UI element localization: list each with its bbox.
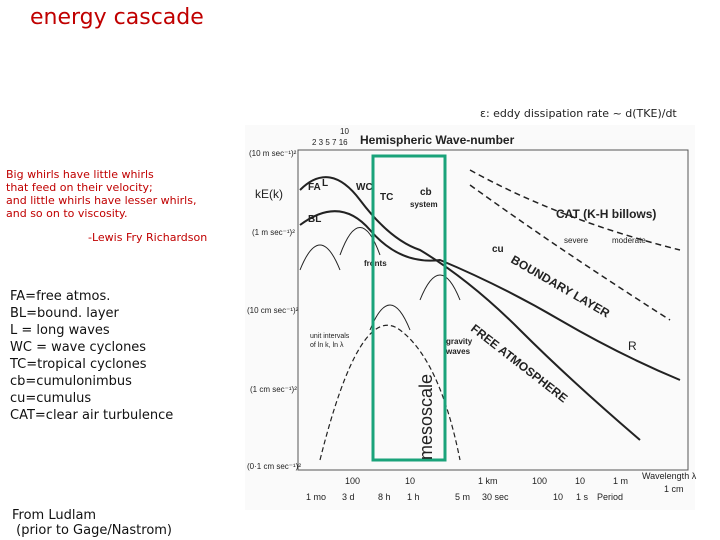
legend-line: L = long waves — [10, 323, 110, 338]
y-label: (0·1 cm sec⁻¹)² — [247, 462, 301, 471]
period-label: 1 s — [576, 492, 589, 502]
quote-line: that feed on their velocity; — [6, 181, 153, 194]
curve-label: BL — [308, 214, 321, 225]
curve-label: FA — [308, 182, 321, 193]
legend-line: cb=cumulonimbus — [10, 374, 132, 389]
wavelength-label: 100 — [345, 476, 360, 486]
quote-line: -Lewis Fry Richardson — [88, 231, 207, 244]
curve-label: gravity — [446, 337, 473, 346]
period-label: 30 sec — [482, 492, 509, 502]
wavelength-label: 10 — [575, 476, 585, 486]
curve-label: L — [322, 178, 328, 189]
y-label: (1 cm sec⁻¹)² — [250, 385, 297, 394]
cat-curve — [469, 169, 681, 251]
curve-label: severe — [564, 236, 589, 245]
wavenumber: 10 — [340, 127, 349, 136]
figure-background — [245, 125, 695, 510]
curve-label: moderate — [612, 236, 646, 245]
legend-line: WC = wave cyclones — [10, 340, 146, 355]
legend-line: cu=cumulus — [10, 391, 91, 406]
curve-label: cb — [420, 187, 432, 198]
period-label: 1 h — [407, 492, 420, 502]
legend-line: TC=tropical cyclones — [9, 357, 147, 372]
slide-title: energy cascade — [30, 5, 204, 30]
period-label: 1 mo — [306, 492, 326, 502]
figure-title: Hemispheric Wave-number — [360, 133, 515, 147]
source: From Ludlam (prior to Gage/Nastrom) — [12, 508, 172, 538]
curve-label: unit intervals — [310, 333, 350, 340]
legend-line: CAT=clear air turbulence — [10, 408, 173, 423]
source-line: (prior to Gage/Nastrom) — [12, 523, 172, 538]
curve-label: cu — [492, 244, 504, 255]
period-label: 8 h — [378, 492, 391, 502]
note: ε: eddy dissipation rate ~ d(TKE)/dt — [480, 107, 677, 120]
y-label: (1 m sec⁻¹)² — [252, 228, 295, 237]
curve-label: TC — [380, 192, 393, 203]
curve-label: WC — [356, 182, 373, 193]
wavelength-label: 1 km — [478, 476, 498, 486]
wavelength-label: 100 — [532, 476, 547, 486]
wavelength-label: 10 — [405, 476, 415, 486]
quote-line: and so on to viscosity. — [6, 207, 128, 220]
quote: Big whirls have little whirls that feed … — [6, 168, 207, 244]
period-label: 10 — [553, 492, 563, 502]
y-label: (10 m sec⁻¹)² — [249, 149, 297, 158]
curve-label: CAT (K-H billows) — [556, 207, 656, 221]
period-label: 5 m — [455, 492, 470, 502]
curve-label: R — [628, 339, 637, 353]
quote-line: Big whirls have little whirls — [6, 168, 154, 181]
mesoscale-label: mesoscale — [416, 374, 436, 460]
legend: FA=free atmos. BL=bound. layer L = long … — [9, 289, 173, 423]
period-label: Period — [597, 492, 623, 502]
curve-label: waves — [445, 347, 471, 356]
y-label: (10 cm sec⁻¹)² — [247, 306, 299, 315]
wavelength-label: Wavelength λ — [642, 471, 697, 481]
figure: Hemispheric Wave-number 2 3 5 7 16 10 kE… — [245, 125, 697, 510]
legend-line: BL=bound. layer — [10, 306, 120, 321]
peak-curves — [299, 227, 461, 331]
wavelength-label: 1 m — [613, 476, 628, 486]
wavelength-label: 1 cm — [664, 484, 684, 494]
curve-label: of ln k, ln λ — [310, 342, 344, 349]
mesoscale-box — [371, 154, 447, 462]
period-label: 3 d — [342, 492, 355, 502]
wavenumber: 2 3 5 7 16 — [312, 138, 348, 147]
source-line: From Ludlam — [12, 508, 96, 523]
curve-label: fronts — [364, 259, 387, 268]
legend-line: FA=free atmos. — [10, 289, 110, 304]
bl-curve — [299, 210, 681, 381]
figure-frame — [297, 149, 689, 471]
curve-label: system — [410, 200, 438, 209]
y-axis-label: kE(k) — [255, 187, 283, 201]
cat-curve — [469, 184, 671, 321]
quote-line: and little whirls have lesser whirls, — [6, 194, 196, 207]
